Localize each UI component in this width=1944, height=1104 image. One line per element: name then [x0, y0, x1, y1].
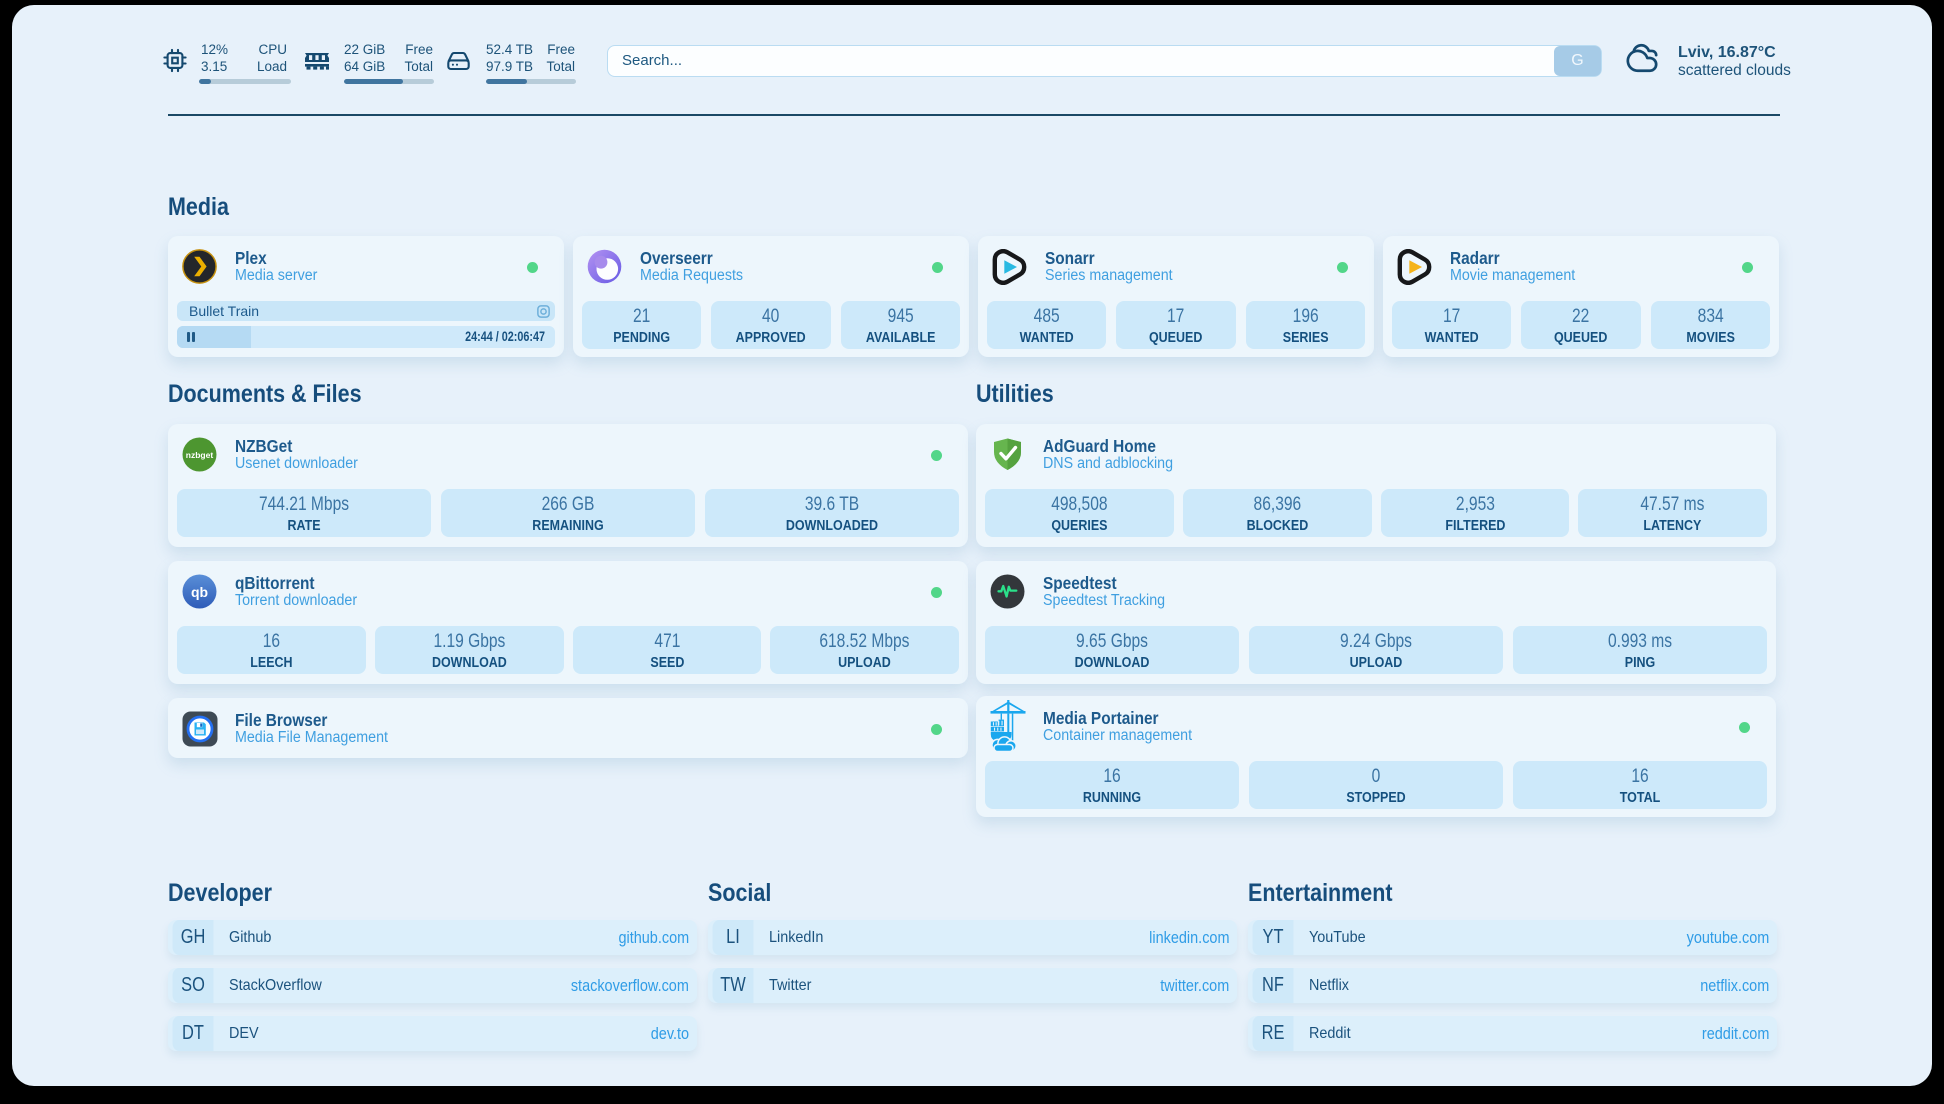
svg-text:qb: qb — [191, 584, 208, 600]
svg-text:nzbget: nzbget — [186, 450, 214, 460]
